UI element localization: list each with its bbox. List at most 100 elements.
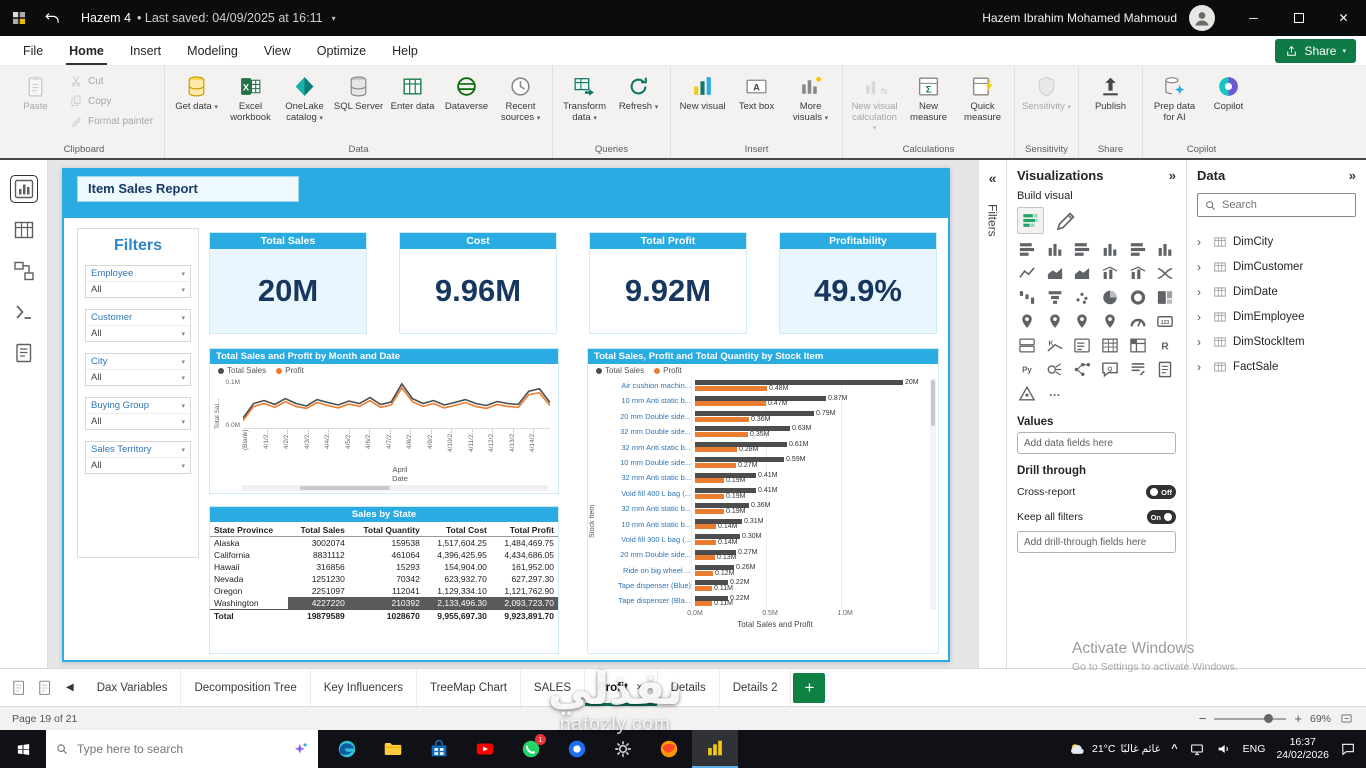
new-page-button[interactable]: + — [793, 672, 826, 703]
menu-tab-modeling[interactable]: Modeling — [187, 43, 238, 58]
line-chart-scrollbar[interactable] — [242, 485, 548, 491]
chevron-down-icon[interactable]: ▾ — [181, 286, 185, 294]
menu-tab-optimize[interactable]: Optimize — [316, 43, 367, 58]
state-row-california[interactable]: California 8831112 461064 4,396,425.95 4,434… — [214, 550, 554, 560]
stock-item-row-32-mm-anti-static-b[interactable]: 32 mm Anti static b... 0.36M 0.19M — [621, 502, 771, 516]
menu-tab-home[interactable]: Home — [56, 36, 117, 65]
taskbar-app-edge[interactable] — [324, 730, 370, 768]
copilot-button[interactable]: Copilot — [1202, 69, 1255, 115]
format-painter-button[interactable]: Format painter — [63, 111, 159, 131]
visual-type-line-and-clustered-column-chart-icon[interactable] — [1128, 264, 1148, 283]
data-table-dimstockitem[interactable]: › DimStockItem — [1197, 334, 1305, 349]
taskbar-app-settings[interactable] — [600, 730, 646, 768]
dataverse-button[interactable]: Dataverse — [440, 69, 493, 115]
stock-item-row-void-fill-300-l-bag[interactable]: Void fill 300 L bag (... 0.30M 0.14M — [621, 533, 762, 546]
page-tab-treemap-chart[interactable]: TreeMap Chart — [417, 669, 521, 706]
get-data-button[interactable]: Get data ▾ — [170, 69, 223, 115]
visual-type-ribbon-chart-icon[interactable] — [1155, 264, 1175, 283]
table-view-icon[interactable] — [11, 217, 37, 243]
visual-type-line-chart-icon[interactable] — [1017, 264, 1037, 283]
line-chart-visual[interactable]: Total Sales and Profit by Month and Date… — [209, 348, 559, 494]
report-filters-visual[interactable]: Filters Employee ▾ All ▾ Customer ▾ All ▾ Ci… — [77, 228, 199, 558]
format-pencil-icon[interactable] — [1054, 209, 1078, 233]
data-table-dimcity[interactable]: › DimCity — [1197, 234, 1274, 249]
volume-icon[interactable] — [1216, 741, 1232, 757]
data-table-dimcustomer[interactable]: › DimCustomer — [1197, 259, 1304, 274]
bar-chart-scrollbar[interactable] — [930, 378, 936, 610]
stock-item-row-tape-dispenser-blue[interactable]: Tape dispenser (Blue) 0.22M 0.11M — [618, 579, 750, 592]
state-row-nevada[interactable]: Nevada 1251230 70342 623,932.70 627,297.30 — [214, 574, 554, 584]
visual-type-r-script-visual-icon[interactable]: R — [1155, 336, 1175, 355]
menu-tab-file[interactable]: File — [23, 43, 44, 58]
stock-item-row-ride-on-big-wheel[interactable]: Ride on big wheel ... 0.26M 0.12M — [623, 563, 756, 577]
language-indicator[interactable]: ENG — [1242, 743, 1266, 755]
chevron-down-icon[interactable]: ▾ — [181, 462, 185, 470]
stock-item-row-32-mm-anti-static-b[interactable]: 32 mm Anti static b... 0.41M 0.19M — [621, 471, 778, 485]
stock-item-row-20-mm-double-side[interactable]: 20 mm Double side... 0.27M 0.13M — [620, 548, 758, 562]
visual-type-card-icon[interactable]: 123 — [1155, 312, 1175, 331]
chevron-down-icon[interactable]: ▾ — [181, 418, 185, 426]
drill-through-field-well[interactable]: Add drill-through fields here — [1017, 531, 1176, 553]
tmdl-view-icon[interactable] — [11, 340, 37, 366]
report-title[interactable]: Item Sales Report — [77, 176, 299, 202]
maximize-button[interactable] — [1276, 0, 1321, 36]
visual-type-area-chart-icon[interactable] — [1045, 264, 1065, 283]
document-title-area[interactable]: Hazem 4 • Last saved: 04/09/2025 at 16:1… — [81, 11, 336, 25]
filter-sales-territory[interactable]: Sales Territory ▾ All ▾ — [85, 441, 191, 474]
visual-type-q-a-icon[interactable]: Q — [1100, 360, 1120, 379]
new-measure-button[interactable]: Σ New measure — [902, 69, 955, 125]
filter-buying-group[interactable]: Buying Group ▾ All ▾ — [85, 397, 191, 430]
dax-query-view-icon[interactable] — [11, 299, 37, 325]
report-view-icon[interactable] — [9, 175, 38, 203]
visual-type-treemap-icon[interactable] — [1155, 288, 1175, 307]
page-icon-2[interactable] — [36, 677, 54, 699]
state-row-alaska[interactable]: Alaska 3002074 159538 1,517,604.25 1,484,469… — [214, 538, 554, 548]
expand-filters-icon[interactable]: « — [988, 170, 997, 186]
visual-type-stacked-bar-chart-icon[interactable] — [1017, 240, 1037, 259]
visual-type-scatter-chart-icon[interactable] — [1072, 288, 1092, 307]
visual-type-azure-map-icon[interactable] — [1100, 312, 1120, 331]
visual-type-matrix-icon[interactable] — [1128, 336, 1148, 355]
visual-type-kpi-icon[interactable]: K — [1045, 336, 1065, 355]
stock-item-row-tape-dispenser-bla[interactable]: Tape dispenser (Bla... 0.22M 0.11M — [618, 594, 750, 608]
quick-measure-button[interactable]: Quick measure — [956, 69, 1009, 125]
taskbar-app-power-bi[interactable] — [692, 730, 738, 768]
visual-type-filled-map-icon[interactable] — [1045, 312, 1065, 331]
share-button[interactable]: Share ▾ — [1275, 39, 1356, 63]
publish-button[interactable]: Publish — [1084, 69, 1137, 115]
collapse-data-icon[interactable]: » — [1348, 168, 1356, 183]
taskbar-app-firefox[interactable] — [646, 730, 692, 768]
chevron-right-icon[interactable]: › — [1197, 234, 1201, 249]
stock-item-row-10-mm-anti-static-b[interactable]: 10 mm Anti static b... 0.87M 0.47M — [621, 394, 848, 408]
filter-employee[interactable]: Employee ▾ All ▾ — [85, 265, 191, 298]
state-row-washington[interactable]: Washington 4227220 210392 2,133,496.30 2,093… — [210, 597, 558, 610]
kpi-card-profitability[interactable]: Profitability 49.9% — [779, 232, 937, 334]
chevron-right-icon[interactable]: › — [1197, 284, 1201, 299]
data-table-factsale[interactable]: › FactSale — [1197, 359, 1279, 374]
visual-type-shape-map-icon[interactable] — [1072, 312, 1092, 331]
taskbar-weather[interactable]: 21°C غائم غالبًا — [1068, 740, 1160, 759]
page-tab-sales[interactable]: SALES — [521, 669, 585, 706]
visual-type-map-icon[interactable] — [1017, 312, 1037, 331]
data-search-box[interactable] — [1197, 193, 1356, 217]
paste-button[interactable]: Paste — [9, 69, 62, 115]
page-tab-details-2[interactable]: Details 2 — [720, 669, 792, 706]
chevron-right-icon[interactable]: › — [1197, 259, 1201, 274]
filter-city[interactable]: City ▾ All ▾ — [85, 353, 191, 386]
undo-icon[interactable] — [44, 10, 61, 27]
visual-type-stacked-column-chart-icon[interactable] — [1045, 240, 1065, 259]
kpi-card-total-profit[interactable]: Total Profit 9.92M — [589, 232, 747, 334]
visual-type-100-stacked-column-chart-icon[interactable] — [1155, 240, 1175, 259]
state-row-hawaii[interactable]: Hawaii 316856 15293 154,904.00 161,952.00 — [214, 562, 554, 572]
new-visual-button[interactable]: New visual — [676, 69, 729, 115]
stock-item-bar-chart-visual[interactable]: Total Sales, Profit and Total Quantity b… — [587, 348, 939, 654]
fit-to-page-icon[interactable] — [1339, 712, 1354, 725]
onelake-catalog-button[interactable]: OneLake catalog ▾ — [278, 69, 331, 125]
taskbar-search-input[interactable] — [77, 742, 284, 756]
visual-type-table-icon[interactable] — [1100, 336, 1120, 355]
filter-customer[interactable]: Customer ▾ All ▾ — [85, 309, 191, 342]
data-search-input[interactable] — [1222, 199, 1349, 211]
state-row-oregon[interactable]: Oregon 2251097 112041 1,129,334.10 1,121,762… — [214, 586, 554, 596]
zoom-in-button[interactable]: + — [1294, 711, 1302, 726]
page-icon[interactable] — [10, 677, 28, 699]
